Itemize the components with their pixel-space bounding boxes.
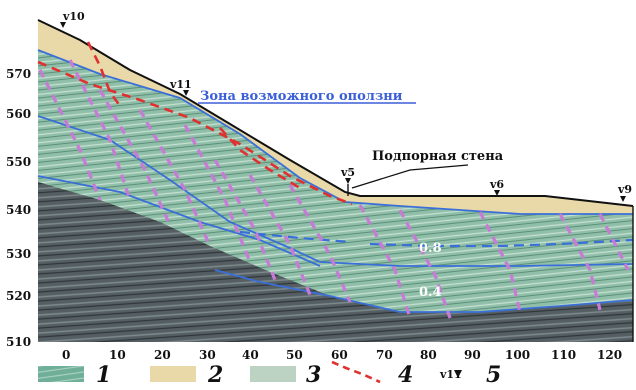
- y-tick: 520: [6, 289, 31, 303]
- x-tick: 110: [551, 348, 576, 362]
- y-tick: 570: [6, 67, 31, 81]
- x-tick: 70: [376, 348, 393, 362]
- x-tick: 50: [286, 348, 303, 362]
- zone-label: Зона возможного оползни: [200, 89, 403, 104]
- svg-text:5: 5: [486, 362, 501, 385]
- legend-item-3: 3: [250, 362, 321, 388]
- x-tick: 100: [505, 348, 530, 362]
- svg-text:1: 1: [96, 362, 111, 385]
- well-marker-icon: [454, 370, 462, 378]
- y-tick: 530: [6, 247, 31, 261]
- legend-item-1: 1: [38, 362, 111, 388]
- x-tick: 30: [199, 348, 216, 362]
- x-axis: 0 10 20 30 40 50 60 70 80 90 100 110 120: [62, 348, 622, 362]
- svg-text:4: 4: [398, 362, 413, 385]
- well-marker-v10: v10: [60, 10, 85, 28]
- legend: 1 2 3 4 v11 5: [38, 360, 501, 388]
- svg-text:2: 2: [207, 362, 223, 385]
- svg-text:v10: v10: [62, 10, 85, 23]
- blue-dashed-isolines: [239, 230, 634, 248]
- x-tick: 10: [109, 348, 126, 362]
- y-tick: 540: [6, 203, 31, 217]
- iso-label-0.8: 0.8: [419, 241, 442, 256]
- legend-item-2: 2: [150, 362, 223, 388]
- svg-text:v5: v5: [340, 166, 355, 179]
- retaining-wall-leader: [351, 164, 469, 189]
- x-tick: 120: [597, 348, 622, 362]
- well-marker-v11: v11: [169, 78, 192, 96]
- y-tick: 560: [6, 107, 31, 121]
- svg-text:v9: v9: [617, 183, 632, 196]
- svg-text:3: 3: [306, 362, 321, 385]
- y-axis: 570 560 550 540 530 520 510: [6, 67, 31, 349]
- legend-item-4: 4: [331, 360, 413, 388]
- x-tick: 60: [331, 348, 348, 362]
- x-tick: 80: [420, 348, 437, 362]
- svg-text:v6: v6: [489, 178, 504, 191]
- well-marker-v5: v5: [340, 166, 355, 196]
- x-tick: 0: [62, 348, 70, 362]
- x-tick: 90: [464, 348, 481, 362]
- iso-label-0.4: 0.4: [419, 285, 442, 300]
- well-marker-v9: v9: [617, 183, 632, 202]
- well-marker-v6: v6: [489, 178, 504, 196]
- y-tick: 510: [6, 335, 31, 349]
- legend-item-5: v11 5: [439, 362, 501, 388]
- x-tick: 40: [242, 348, 259, 362]
- retaining-wall-label: Подпорная стена: [372, 149, 504, 164]
- y-tick: 550: [6, 155, 31, 169]
- svg-text:v11: v11: [169, 78, 192, 91]
- purple-dashed-lines: [38, 59, 630, 319]
- ground-surface-line: [37, 19, 634, 207]
- x-tick: 20: [154, 348, 171, 362]
- slip-surface-lines: [37, 41, 353, 206]
